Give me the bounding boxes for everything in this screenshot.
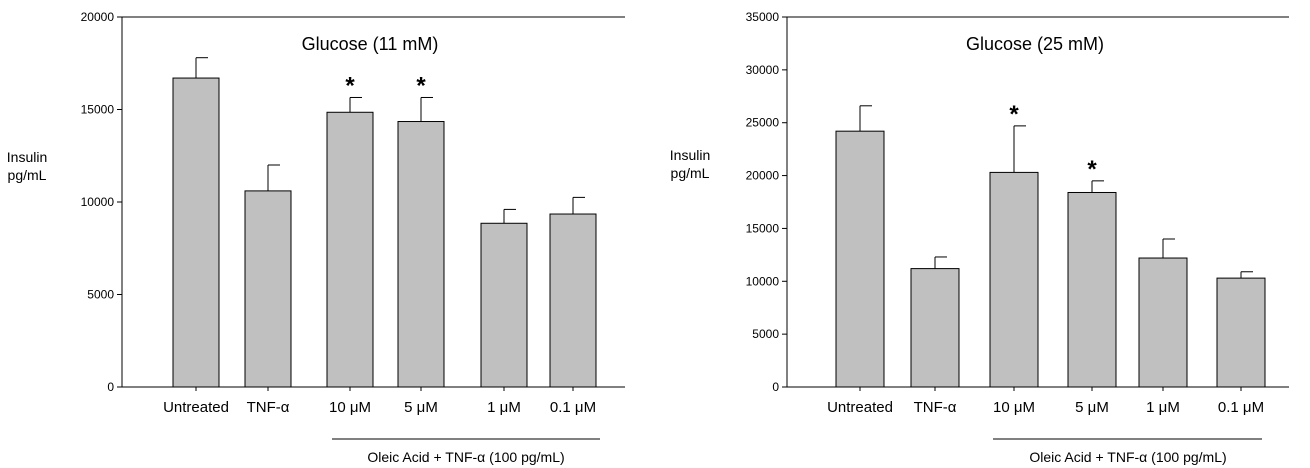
- category-label: 0.1 μM: [550, 399, 596, 416]
- y-tick-label: 15000: [746, 221, 780, 235]
- significance-marker: *: [1009, 101, 1019, 128]
- y-tick-label: 10000: [746, 274, 780, 288]
- category-label: 10 μM: [329, 399, 371, 416]
- category-label: 5 μM: [404, 399, 438, 416]
- category-label: 10 μM: [993, 399, 1035, 416]
- category-label: Untreated: [163, 399, 229, 416]
- category-label: 0.1 μM: [1218, 399, 1264, 416]
- y-tick-label: 35000: [746, 10, 780, 24]
- bar-4: [1067, 191, 1117, 388]
- bar-1: [835, 130, 885, 388]
- bar-1: [172, 77, 220, 388]
- bar-5: [480, 222, 528, 388]
- y-tick-label: 10000: [81, 195, 115, 209]
- y-tick-label: 25000: [746, 116, 780, 130]
- y-axis-label-line2: pg/mL: [8, 167, 47, 183]
- group-label: Oleic Acid + TNF-α (100 pg/mL): [1029, 449, 1226, 465]
- y-tick-label: 5000: [752, 327, 779, 341]
- significance-marker: *: [345, 72, 355, 99]
- bar-6: [1216, 277, 1266, 388]
- bar-5: [1138, 257, 1188, 388]
- chart-title: Glucose (11 mM): [302, 34, 439, 54]
- category-label: 5 μM: [1075, 399, 1109, 416]
- chart-title: Glucose (25 mM): [966, 34, 1104, 54]
- y-tick-label: 30000: [746, 63, 780, 77]
- y-tick-label: 5000: [87, 288, 114, 302]
- category-label: TNF-α: [914, 399, 957, 416]
- y-tick-label: 0: [107, 380, 114, 394]
- bar-4: [397, 121, 445, 388]
- group-label: Oleic Acid + TNF-α (100 pg/mL): [367, 449, 564, 465]
- y-tick-label: 20000: [746, 169, 780, 183]
- bar-3: [989, 171, 1039, 388]
- y-axis-label-line1: Insulin: [670, 147, 710, 163]
- significance-marker: *: [1087, 156, 1097, 183]
- category-label: 1 μM: [487, 399, 521, 416]
- bar-6: [549, 213, 597, 388]
- chart-1: 0 5000 10000 15000 20000 Untreated TNF-α * 10 μM…: [7, 10, 625, 465]
- category-label: 1 μM: [1146, 399, 1180, 416]
- y-axis-label-line1: Insulin: [7, 149, 47, 165]
- bar-2: [244, 190, 292, 388]
- y-tick-label: 15000: [81, 103, 115, 117]
- chart-2: 0 5000 10000 15000 20000 25000 30000 35000 Untre…: [670, 10, 1289, 465]
- category-label: TNF-α: [247, 399, 290, 416]
- bar-2: [910, 268, 960, 388]
- y-axis-label-line2: pg/mL: [671, 165, 710, 181]
- y-tick-label: 20000: [81, 10, 115, 24]
- significance-marker: *: [416, 72, 426, 99]
- bar-3: [326, 111, 374, 388]
- category-label: Untreated: [827, 399, 893, 416]
- y-tick-label: 0: [772, 380, 779, 394]
